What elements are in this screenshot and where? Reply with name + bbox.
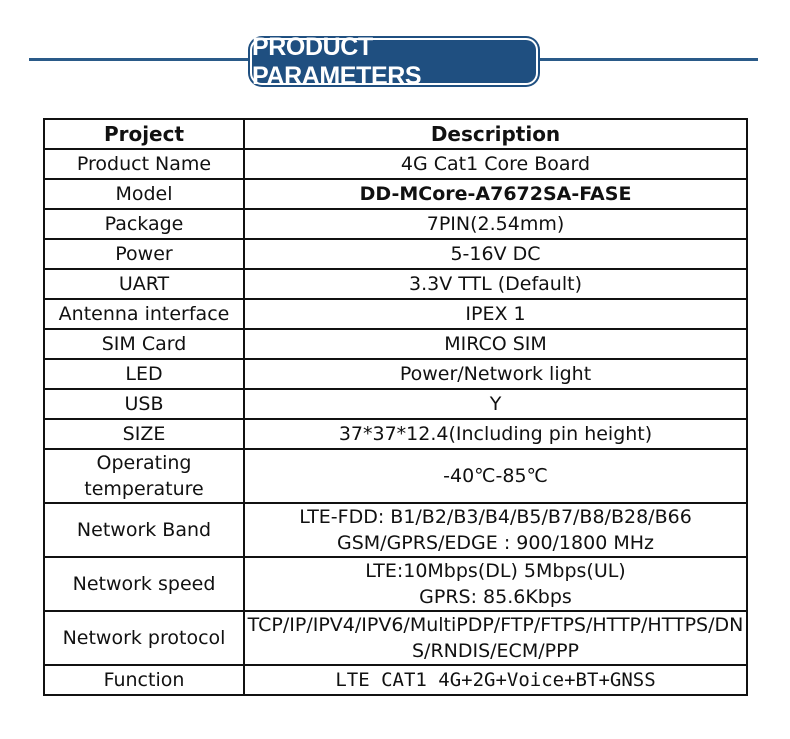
- row-label: SIM Card: [43, 328, 245, 360]
- table-row: Network Band LTE-FDD: B1/B2/B3/B4/B5/B7/…: [43, 502, 748, 558]
- row-value: Power/Network light: [243, 358, 748, 390]
- table-row: SIZE 37*37*12.4(Including pin height): [43, 418, 748, 450]
- row-value-line: LTE-FDD: B1/B2/B3/B4/B5/B7/B8/B28/B66: [299, 506, 692, 528]
- row-value-line: LTE:10Mbps(DL) 5Mbps(UL): [365, 560, 626, 582]
- table-row: Package 7PIN(2.54mm): [43, 208, 748, 240]
- row-label: UART: [43, 268, 245, 300]
- table-row: SIM Card MIRCO SIM: [43, 328, 748, 360]
- table-header-row: Project Description: [43, 118, 748, 150]
- column-header-description: Description: [243, 118, 748, 150]
- table-row: Network speed LTE:10Mbps(DL) 5Mbps(UL) G…: [43, 556, 748, 612]
- table-row: Function LTE CAT1 4G+2G+Voice+BT+GNSS: [43, 664, 748, 696]
- row-value: LTE-FDD: B1/B2/B3/B4/B5/B7/B8/B28/B66 GS…: [243, 502, 748, 558]
- table-row: Operating temperature -40℃-85℃: [43, 448, 748, 504]
- row-label: Function: [43, 664, 245, 696]
- table-row: Power 5-16V DC: [43, 238, 748, 270]
- row-value: -40℃-85℃: [243, 448, 748, 504]
- row-value: LTE:10Mbps(DL) 5Mbps(UL) GPRS: 85.6Kbps: [243, 556, 748, 612]
- row-value: 4G Cat1 Core Board: [243, 148, 748, 180]
- row-value: 37*37*12.4(Including pin height): [243, 418, 748, 450]
- table-row: Network protocol TCP/IP/IPV4/IPV6/MultiP…: [43, 610, 748, 666]
- row-label: Model: [43, 178, 245, 210]
- row-label: Product Name: [43, 148, 245, 180]
- table-row: Antenna interface IPEX 1: [43, 298, 748, 330]
- row-label: Network Band: [43, 502, 245, 558]
- row-value: DD-MCore-A7672SA-FASE: [243, 178, 748, 210]
- banner-line-left: [29, 58, 269, 61]
- row-value: 3.3V TTL (Default): [243, 268, 748, 300]
- row-label: LED: [43, 358, 245, 390]
- row-label: Antenna interface: [43, 298, 245, 330]
- table-row: Model DD-MCore-A7672SA-FASE: [43, 178, 748, 210]
- row-label: Network speed: [43, 556, 245, 612]
- row-label: Package: [43, 208, 245, 240]
- row-value: LTE CAT1 4G+2G+Voice+BT+GNSS: [243, 664, 748, 696]
- row-value: 5-16V DC: [243, 238, 748, 270]
- page-title: PRODUCT PARAMETERS: [252, 33, 536, 90]
- row-value: Y: [243, 388, 748, 420]
- parameters-table: Project Description Product Name 4G Cat1…: [43, 118, 748, 696]
- row-label: Power: [43, 238, 245, 270]
- row-value-line: GSM/GPRS/EDGE : 900/1800 MHz: [337, 532, 654, 554]
- row-label: Operating temperature: [43, 448, 245, 504]
- table-row: Product Name 4G Cat1 Core Board: [43, 148, 748, 180]
- row-label: USB: [43, 388, 245, 420]
- row-value: IPEX 1: [243, 298, 748, 330]
- column-header-project: Project: [43, 118, 245, 150]
- row-label: Network protocol: [43, 610, 245, 666]
- row-label: SIZE: [43, 418, 245, 450]
- table-row: LED Power/Network light: [43, 358, 748, 390]
- row-value: 7PIN(2.54mm): [243, 208, 748, 240]
- row-value: MIRCO SIM: [243, 328, 748, 360]
- row-value-line: GPRS: 85.6Kbps: [419, 586, 572, 608]
- table-row: UART 3.3V TTL (Default): [43, 268, 748, 300]
- table-row: USB Y: [43, 388, 748, 420]
- banner-line-right: [522, 58, 758, 61]
- row-value: TCP/IP/IPV4/IPV6/MultiPDP/FTP/FTPS/HTTP/…: [243, 610, 748, 666]
